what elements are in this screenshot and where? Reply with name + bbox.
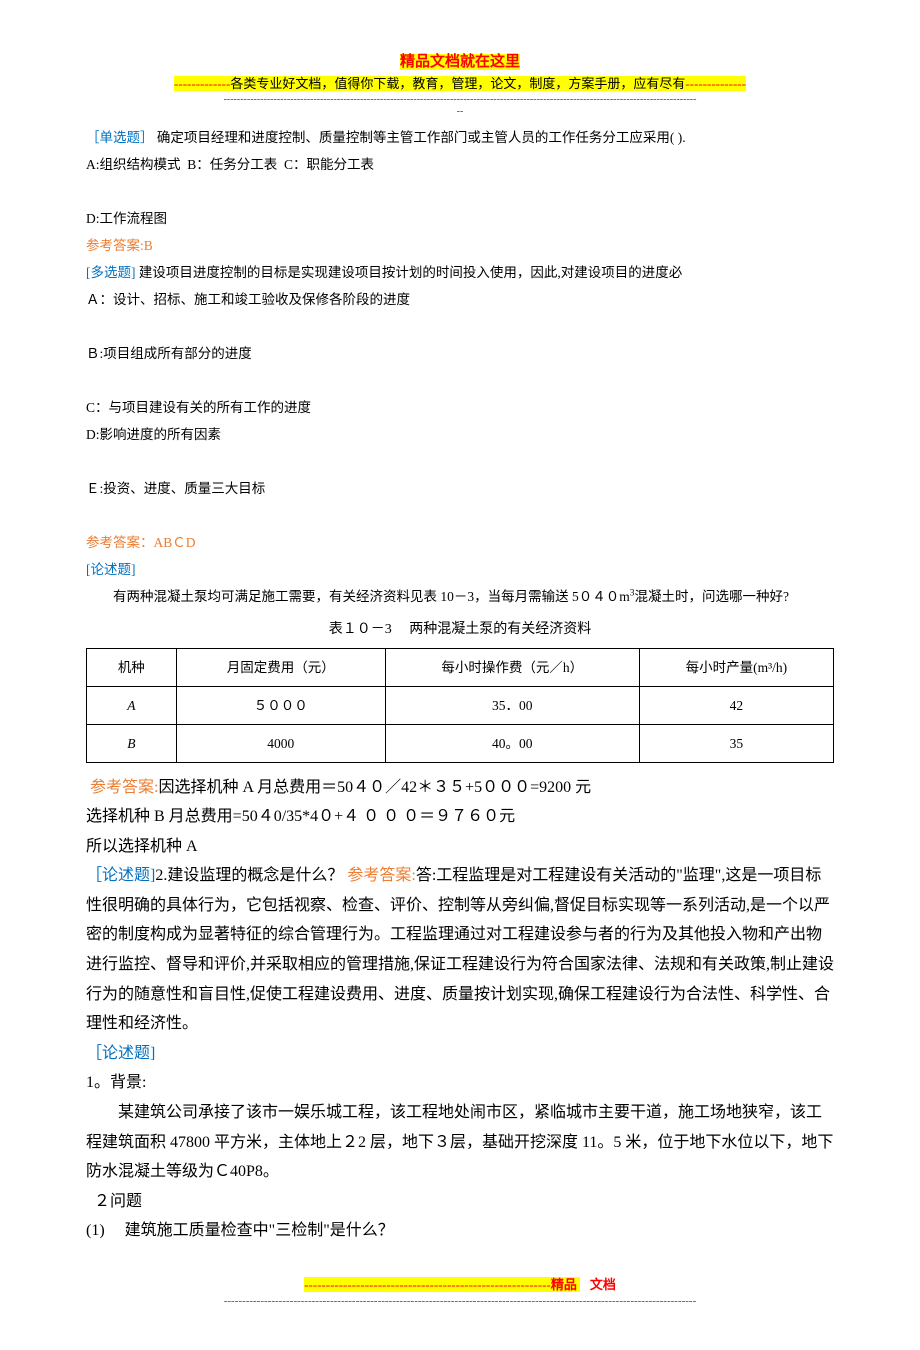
q4-answer-label: 参考答案: [347, 867, 415, 884]
q5-q1: (1) 建筑施工质量检查中"三检制"是什么？ [86, 1216, 834, 1246]
header-sep1: ----------------------------------------… [86, 94, 834, 106]
q1-text: 确定项目经理和进度控制、质量控制等主管工作部门或主管人员的工作任务分工应采用( … [157, 130, 686, 145]
q3-body-suffix: 混凝土时，问选哪一种好? [634, 589, 789, 604]
header-subtitle-wrap: -------------各类专业好文档，值得你下载，教育，管理，论文，制度，方… [174, 76, 746, 91]
q3-ans3: 所以选择机种 A [86, 838, 198, 855]
th-2: 每小时操作费（元／h） [385, 648, 639, 686]
q1-optD: D:工作流程图 [86, 211, 167, 226]
q2-optA: Ａ：设计、招标、施工和竣工验收及保修各阶段的进度 [86, 292, 410, 307]
q2-answer: ABＣD [154, 535, 196, 550]
q1-tag: ［单选题］ [86, 130, 154, 145]
q5-qlabel: ２问题 [86, 1187, 834, 1217]
q4-num: 2. [155, 867, 167, 884]
body: ［单选题］ 确定项目经理和进度控制、质量控制等主管工作部门或主管人员的工作任务分… [86, 124, 834, 1247]
q2-tag: [多选题] [86, 265, 136, 280]
q1-optC: C：职能分工表 [284, 157, 374, 172]
q3-answer-label: 参考答案: [90, 779, 158, 796]
table-row: B 4000 40。00 35 [87, 724, 834, 762]
q3-tag: [论述题] [86, 562, 136, 577]
dash-suffix: -------------- [685, 76, 746, 91]
header-subtitle: 各类专业好文档，值得你下载，教育，管理，论文，制度，方案手册，应有尽有 [230, 76, 685, 91]
question-3: [论述题] 有两种混凝土泵均可满足施工需要，有关经济资料见表 10－3，当每月需… [86, 556, 834, 763]
cell-1-2: 40。00 [385, 724, 639, 762]
th-1: 月固定费用（元） [176, 648, 385, 686]
page-footer: ----------------------------------------… [86, 1276, 834, 1310]
cell-0-1: ５０００ [176, 686, 385, 724]
q3-ans1: 因选择机种 A 月总费用＝50４０／42＊３５+5０００=9200 元 [158, 779, 591, 796]
header-subtitle-row: -------------各类专业好文档，值得你下载，教育，管理，论文，制度，方… [86, 74, 834, 94]
q4-question: 建设监理的概念是什么？ [167, 867, 343, 884]
q2-text: 建设项目进度控制的目标是实现建设项目按计划的时间投入使用，因此,对建设项目的进度… [139, 265, 682, 280]
q5-qlabel-text: ２问题 [94, 1193, 142, 1210]
q5-bg-label: 1。背景: [86, 1074, 146, 1091]
cell-1-1: 4000 [176, 724, 385, 762]
header-title: 精品文档就在这里 [400, 54, 520, 70]
main-content: 参考答案:因选择机种 A 月总费用＝50４０／42＊３５+5０００=9200 元… [86, 773, 834, 1247]
q1-answer-label: 参考答案: [86, 238, 144, 253]
cell-0-2: 35．00 [385, 686, 639, 724]
header-sep2: -- [86, 106, 834, 118]
q1-answer: B [144, 238, 153, 253]
footer-line1: ----------------------------------------… [86, 1276, 834, 1294]
q5-tag: ［论述题] [86, 1045, 155, 1062]
q3-body: 有两种混凝土泵均可满足施工需要，有关经济资料见表 10－3，当每月需输送 5０４… [86, 583, 834, 610]
cell-1-0: B [87, 724, 177, 762]
q5-bg-text: 某建筑公司承接了该市一娱乐城工程，该工程地处闹市区，紧临城市主要干道，施工场地狭… [86, 1098, 834, 1187]
q2-answer-label: 参考答案： [86, 535, 154, 550]
table-row: A ５０００ 35．00 42 [87, 686, 834, 724]
footer-highlight: ----------------------------------------… [304, 1277, 580, 1292]
q3-ans2: 选择机种 B 月总费用=50４0/35*4０+４ ０ ０ ０＝９７６０元 [86, 808, 515, 825]
cell-1-3: 35 [639, 724, 833, 762]
page-header: 精品文档就在这里 -------------各类专业好文档，值得你下载，教育，管… [86, 50, 834, 118]
dash-prefix: ------------- [174, 76, 230, 91]
question-1: ［单选题］ 确定项目经理和进度控制、质量控制等主管工作部门或主管人员的工作任务分… [86, 124, 834, 259]
footer-dash-prefix: ----------------------------------------… [304, 1277, 551, 1292]
question-2: [多选题] 建设项目进度控制的目标是实现建设项目按计划的时间投入使用，因此,对建… [86, 259, 834, 556]
table-caption: 表１０－3 两种混凝土泵的有关经济资料 [86, 616, 834, 644]
th-3: 每小时产量(m³/h) [639, 648, 833, 686]
q4-answer-text: 答:工程监理是对工程建设有关活动的"监理",这是一项目标性很明确的具体行为，它包… [86, 867, 834, 1032]
q2-optB: Ｂ:项目组成所有部分的进度 [86, 346, 252, 361]
question-5: ［论述题] 1。背景: [86, 1039, 834, 1098]
cell-0-0: A [87, 686, 177, 724]
cell-0-3: 42 [639, 686, 833, 724]
pump-table: 机种 月固定费用（元） 每小时操作费（元／h） 每小时产量(m³/h) A ５０… [86, 648, 834, 763]
question-4: ［论述题]2.建设监理的概念是什么？ 参考答案:答:工程监理是对工程建设有关活动… [86, 861, 834, 1039]
q1-optB: B：任务分工表 [187, 157, 277, 172]
q1-optA: A:组织结构模式 [86, 157, 181, 172]
th-0: 机种 [87, 648, 177, 686]
document-page: 精品文档就在这里 -------------各类专业好文档，值得你下载，教育，管… [0, 0, 920, 1350]
footer-label2: 文档 [587, 1277, 616, 1292]
q3-answer-block: 参考答案:因选择机种 A 月总费用＝50４０／42＊３５+5０００=9200 元… [86, 773, 834, 862]
q2-optE: Ｅ:投资、进度、质量三大目标 [86, 481, 265, 496]
q4-tag: ［论述题] [86, 867, 155, 884]
header-title-row: 精品文档就在这里 [86, 50, 834, 74]
table-header-row: 机种 月固定费用（元） 每小时操作费（元／h） 每小时产量(m³/h) [87, 648, 834, 686]
q3-body-prefix: 有两种混凝土泵均可满足施工需要，有关经济资料见表 10－3，当每月需输送 5０４… [113, 589, 630, 604]
q2-optC: C：与项目建设有关的所有工作的进度 [86, 400, 311, 415]
q2-optD: D:影响进度的所有因素 [86, 427, 221, 442]
footer-label1: 精品 [551, 1277, 577, 1292]
